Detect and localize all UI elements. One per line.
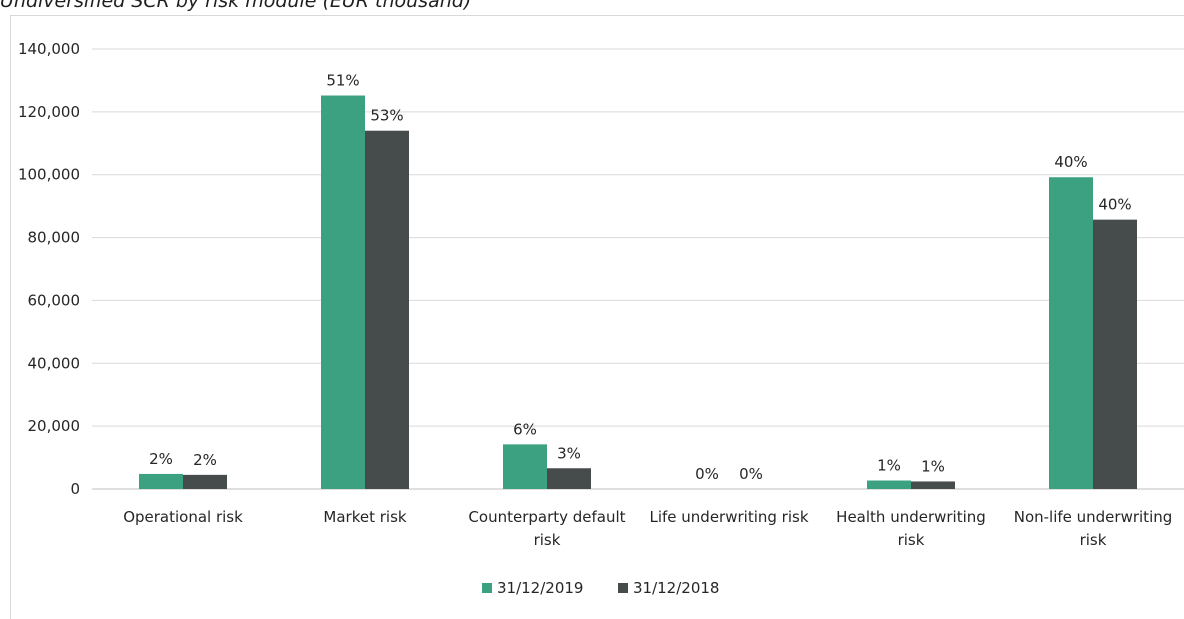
y-tick-label: 120,000: [18, 103, 80, 121]
bar-series-2: [547, 468, 591, 489]
y-tick-label: 20,000: [28, 417, 81, 435]
data-labels: 2% 2% 51% 53% 6% 3% 0% 0% 1% 1% 40% 40%: [149, 72, 1132, 483]
y-tick-label: 40,000: [28, 354, 81, 372]
legend-label: 31/12/2019: [497, 579, 583, 597]
y-tick-label: 80,000: [28, 229, 81, 247]
x-tick-label: Non-life underwriting: [1014, 508, 1173, 526]
data-label: 1%: [877, 457, 901, 475]
x-axis: Operational risk Market risk Counterparty …: [123, 508, 1172, 549]
data-label: 0%: [695, 465, 719, 483]
legend-swatch: [618, 583, 628, 593]
y-tick-label: 100,000: [18, 166, 80, 184]
bars: [139, 95, 1137, 489]
legend-swatch: [482, 583, 492, 593]
data-label: 2%: [193, 451, 217, 469]
x-tick-label: risk: [898, 531, 925, 549]
bar-series-1: [867, 480, 911, 489]
x-tick-label: Counterparty default: [468, 508, 625, 526]
bar-series-1: [139, 473, 183, 489]
chart-title: Undiversified SCR by risk module (EUR th…: [0, 0, 472, 12]
bar-series-1: [1049, 177, 1093, 489]
data-label: 0%: [739, 465, 763, 483]
y-axis: 0 20,000 40,000 60,000 80,000 100,000 120,000 1…: [18, 40, 80, 498]
data-label: 40%: [1098, 196, 1131, 214]
y-tick-label: 140,000: [18, 40, 80, 58]
data-label: 53%: [370, 107, 403, 125]
data-label: 1%: [921, 457, 945, 475]
x-tick-label: Life underwriting risk: [649, 508, 808, 526]
y-tick-label: 60,000: [28, 291, 81, 309]
x-tick-label: Market risk: [323, 508, 406, 526]
data-label: 6%: [513, 420, 537, 438]
bar-series-2: [183, 474, 227, 489]
x-tick-label: risk: [1080, 531, 1107, 549]
bar-series-2: [1093, 219, 1137, 489]
data-label: 2%: [149, 450, 173, 468]
x-tick-label: Operational risk: [123, 508, 243, 526]
bar-series-1: [321, 95, 365, 489]
bar-series-1: [503, 444, 547, 489]
x-tick-label: Health underwriting: [836, 508, 986, 526]
data-label: 40%: [1054, 153, 1087, 171]
bar-series-2: [365, 130, 409, 489]
data-label: 51%: [326, 72, 359, 90]
y-tick-label: 0: [70, 480, 80, 498]
data-label: 3%: [557, 444, 581, 462]
legend: 31/12/2019 31/12/2018: [482, 579, 719, 597]
x-tick-label: risk: [534, 531, 561, 549]
chart-frame: [10, 15, 1184, 619]
legend-label: 31/12/2018: [633, 579, 719, 597]
bar-series-2: [911, 481, 955, 489]
gridlines: [92, 48, 1184, 490]
